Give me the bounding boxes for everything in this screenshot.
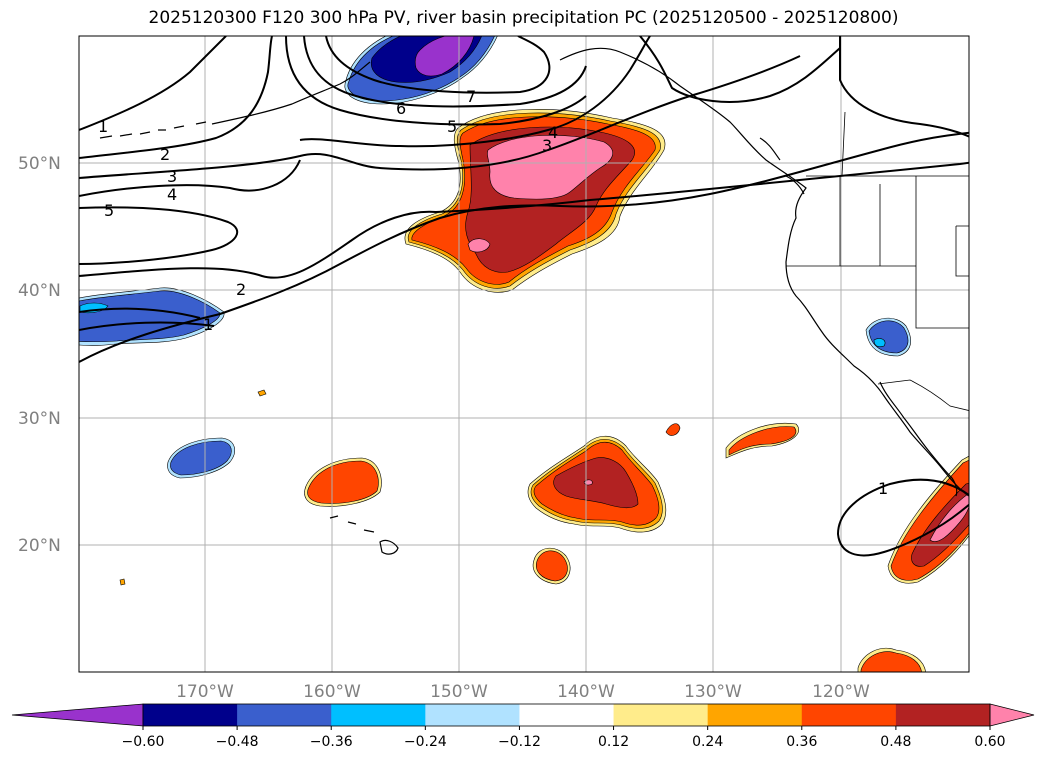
border-states-west [786,111,969,329]
contour-label: 6 [396,99,406,118]
lat-label: 20°N [18,536,61,556]
lon-label: 130°W [684,682,742,702]
longitude-labels: 170°W 160°W 150°W 140°W 130°W 120°W [176,682,870,702]
shade-baja-red [890,459,969,581]
gridlines [79,36,969,672]
colorbar-tick-label: 0.48 [880,734,911,750]
contour-1-north [79,36,227,131]
colorbar-tick-label: −0.36 [310,734,353,750]
coastline-north-america [559,47,969,497]
contour-label: 7 [466,87,476,106]
colorbar-tick-label: 0.24 [692,734,723,750]
contour-label: 2 [160,145,170,164]
pv-contours [79,36,969,557]
shade-tiny-east [665,423,681,436]
contour-label: 5 [104,201,114,220]
contour-pnw-north [639,36,969,138]
contour-7-north [325,36,551,94]
map-frame [78,35,970,673]
colorbar-extend-high [989,703,1035,727]
coastline-bc-islands [759,137,805,195]
lon-label: 160°W [303,682,361,702]
contour-2-north [79,36,273,159]
shade-nevada-sky [873,338,886,348]
colorbar-segment [707,704,803,726]
colorbar-tick-label: −0.12 [498,734,541,750]
colorbar-tick-label: −0.48 [216,734,259,750]
colorbar-segment [143,704,238,726]
colorbar-tick-label: 0.60 [974,734,1005,750]
colorbar-segment [801,704,897,726]
lon-label: 170°W [176,682,234,702]
contour-label: 4 [548,123,558,142]
shade-bottom-red [860,651,922,672]
coastline-baja [879,381,958,497]
shade-east-small-red [728,426,797,456]
colorbar-tick-label: −0.24 [404,734,447,750]
contour-label: 1 [203,315,213,334]
border-us-mexico [877,379,969,411]
shade-hawaii-red [307,460,379,504]
contour-6-north [303,36,587,108]
coastline-aleutians [99,121,207,139]
contour-5-trough [79,206,239,265]
map-title: 2025120300 F120 300 hPa PV, river basin … [148,8,899,28]
lon-label: 140°W [557,682,615,702]
colorbar-segment [331,704,426,726]
colorbar-tick-label: −0.60 [122,734,165,750]
shade-subtropical-pink [583,479,593,486]
colorbar-segment [519,704,615,726]
colorbar-tick-label: 0.36 [786,734,817,750]
latitude-labels: 50°N 40°N 30°N 20°N [18,154,61,556]
contour-label: 1 [98,117,108,136]
lon-label: 120°W [812,682,870,702]
shade-26n-blue [170,440,232,476]
lat-label: 50°N [18,154,61,174]
contour-label: 4 [167,185,177,204]
colorbar-segment [613,704,709,726]
contour-1-west-band [79,307,215,331]
contour-label: 3 [542,136,552,155]
map-content: 1 2 3 4 5 6 7 5 4 3 2 1 1 [79,36,969,672]
shade-dot-32n [257,389,267,397]
contour-4-west [79,36,651,197]
lon-label: 150°W [430,682,488,702]
lat-label: 30°N [18,409,61,429]
colorbar-frame [142,703,991,727]
contour-label: 5 [447,117,457,136]
shade-subtropical-darkred [553,457,639,509]
contour-1-east-loop [836,478,969,557]
shade-baja-pink [929,493,969,542]
negative-shading [79,36,911,479]
shade-pink-small [467,238,491,253]
shade-small-south-red [536,550,568,582]
shade-dot-17n [119,578,126,586]
contour-label: 1 [878,479,888,498]
contour-label: 2 [236,280,246,299]
coastline-hawaii [329,515,399,555]
colorbar-segment [425,704,520,726]
colorbar-segment [895,704,991,726]
colorbar-segment [237,704,332,726]
colorbar: −0.60 −0.48 −0.36 −0.24 −0.12 0.12 0.24 0.36 0.4… [11,703,1035,750]
contour-5-north [285,36,587,126]
colorbar-extend-low [11,703,144,727]
colorbar-tick-label: 0.12 [598,734,629,750]
shade-west-blue [79,290,221,343]
contour-label: 3 [167,167,177,186]
contour-1-south [79,131,969,363]
lat-label: 40°N [18,281,61,301]
contour-labels: 1 2 3 4 5 6 7 5 4 3 2 1 1 [98,87,888,498]
